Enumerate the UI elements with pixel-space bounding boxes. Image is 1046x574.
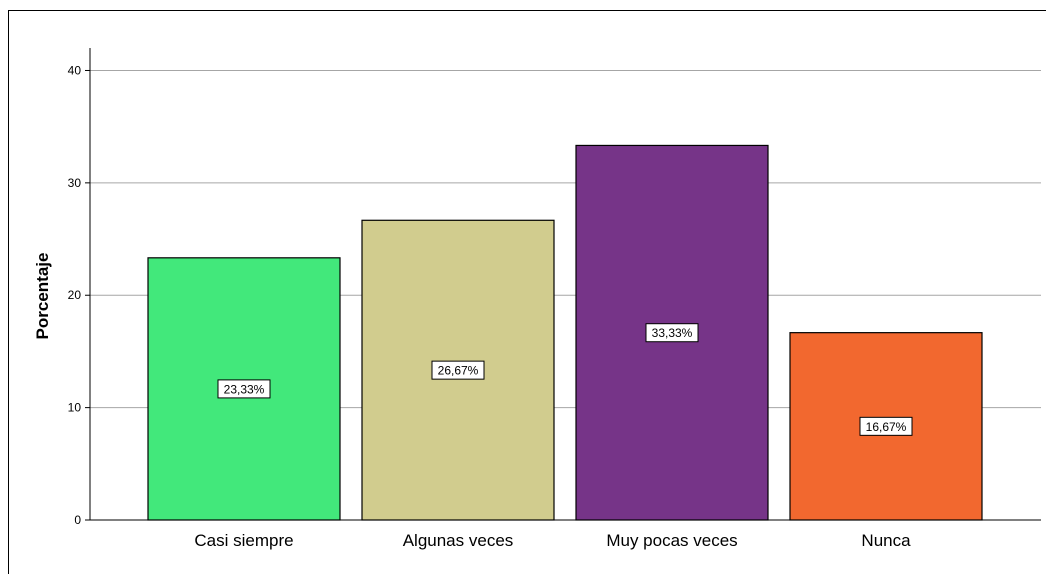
axes <box>89 48 1041 521</box>
data-label-text: 23,33% <box>224 382 265 396</box>
x-category-label: Nunca <box>861 531 911 550</box>
x-category-label: Muy pocas veces <box>606 531 737 550</box>
data-label: 26,67% <box>431 360 485 380</box>
data-label-text: 26,67% <box>438 364 479 378</box>
chart-frame <box>8 10 1046 574</box>
data-label-text: 33,33% <box>652 326 693 340</box>
bars <box>147 144 983 521</box>
data-label-box <box>859 416 913 436</box>
data-label: 23,33% <box>217 379 271 399</box>
bar <box>361 219 555 521</box>
y-tick-label: 0 <box>74 513 81 527</box>
data-label: 16,67% <box>859 416 913 436</box>
x-category-label: Algunas veces <box>403 531 514 550</box>
data-label-text: 16,67% <box>866 420 907 434</box>
data-labels: 23,33% 26,67% 33,33% 16,67% <box>217 323 913 436</box>
x-categories: Casi siempre Algunas veces Muy pocas veces… <box>194 531 911 550</box>
y-tick-label: 10 <box>68 401 82 415</box>
data-label-box <box>431 360 485 380</box>
x-category-label: Casi siempre <box>194 531 293 550</box>
y-ticks: 0 10 20 30 40 <box>68 63 90 527</box>
y-tick-label: 20 <box>68 288 82 302</box>
y-tick-label: 40 <box>68 63 82 77</box>
data-label: 33,33% <box>645 323 699 343</box>
data-label-box <box>217 379 271 399</box>
y-axis-label: Porcentaje <box>33 253 52 340</box>
data-label-box <box>645 323 699 343</box>
y-tick-label: 30 <box>68 176 82 190</box>
